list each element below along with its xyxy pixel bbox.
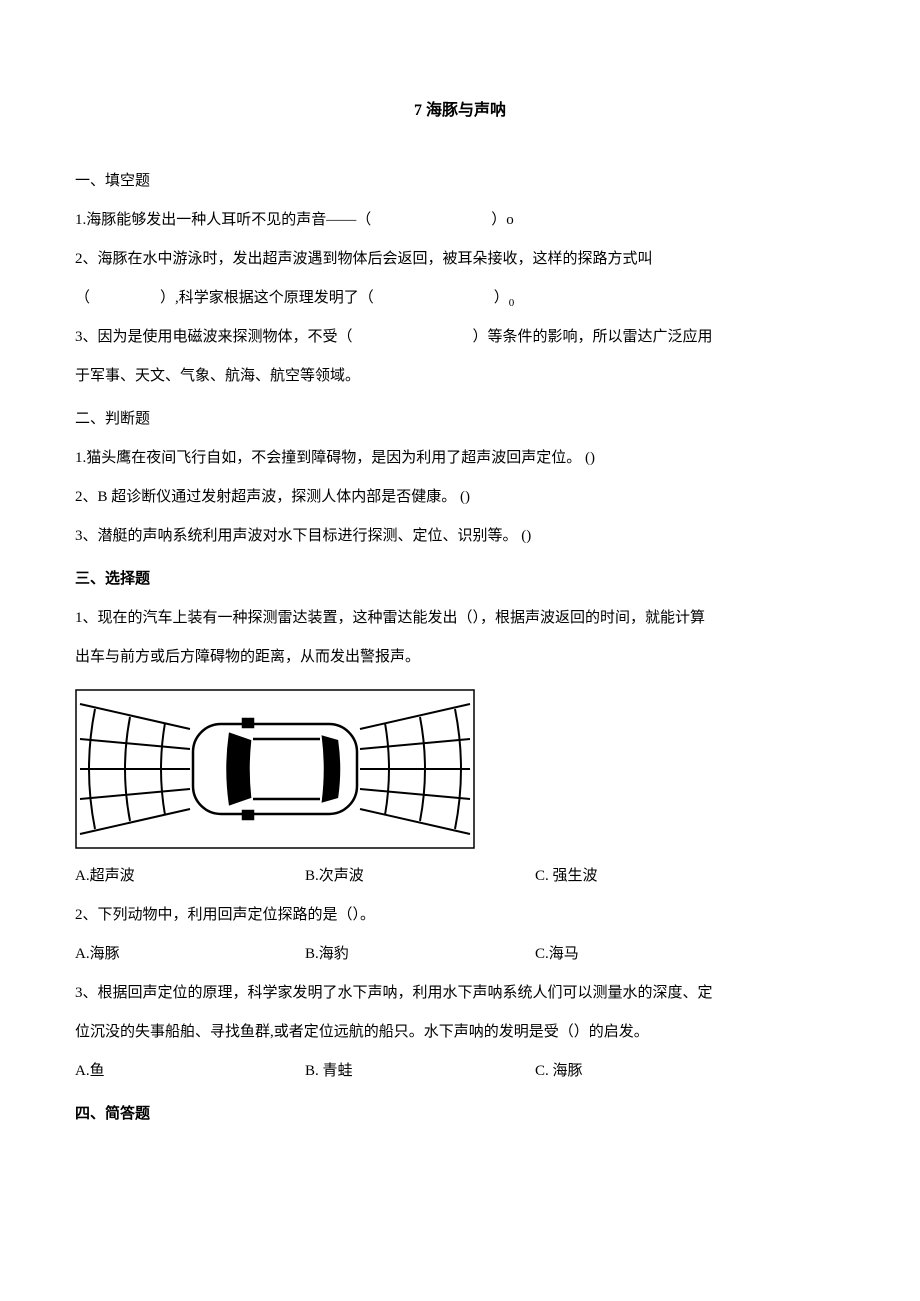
s3-q2-opt-a: A.海豚 (75, 935, 305, 974)
s1-q3a: 3、因为是使用电磁波来探测物体，不受（ (75, 329, 353, 345)
s3-q2-options: A.海豚 B.海豹 C.海马 (75, 935, 845, 974)
s1-q3-line2: 于军事、天文、气象、航海、航空等领域。 (75, 357, 845, 396)
s3-q2: 2、下列动物中，利用回声定位探路的是（）。 (75, 896, 845, 935)
s3-q3-options: A.鱼 B. 青蛙 C. 海豚 (75, 1052, 845, 1091)
s1-q2-open1: （ (75, 290, 90, 306)
s1-q2-line2: （ ）,科学家根据这个原理发明了（ ）0 (75, 279, 845, 318)
s2-q2: 2、B 超诊断仪通过发射超声波，探测人体内部是否健康。 () (75, 478, 845, 517)
page-title: 7 海豚与声呐 (75, 90, 845, 132)
s3-q3-opt-b: B. 青蛙 (305, 1052, 535, 1091)
s3-q2-opt-c: C.海马 (535, 935, 735, 974)
s3-q1-opt-a: A.超声波 (75, 857, 305, 896)
s2-q1: 1.猫头鹰在夜间飞行自如，不会撞到障碍物，是因为利用了超声波回声定位。 () (75, 439, 845, 478)
s1-q2-mid: ）,科学家根据这个原理发明了（ (160, 290, 374, 306)
s3-q2-opt-b: B.海豹 (305, 935, 535, 974)
s1-q3-line1: 3、因为是使用电磁波来探测物体，不受（ ）等条件的影响，所以雷达广泛应用 (75, 318, 845, 357)
s3-q3-opt-c: C. 海豚 (535, 1052, 735, 1091)
s1-q2-sub: 0 (509, 297, 515, 309)
section-4-heading: 四、简答题 (75, 1095, 845, 1134)
section-1-heading: 一、填空题 (75, 162, 845, 201)
s3-q3-opt-a: A.鱼 (75, 1052, 305, 1091)
section-3-heading: 三、选择题 (75, 560, 845, 599)
s1-q1-text: 1.海豚能够发出一种人耳听不见的声音——（ (75, 212, 371, 228)
s1-q3a-end: ）等条件的影响，所以雷达广泛应用 (473, 329, 713, 345)
s3-q3-line1: 3、根据回声定位的原理，科学家发明了水下声呐，利用水下声呐系统人们可以测量水的深… (75, 974, 845, 1013)
s2-q3: 3、潜艇的声呐系统利用声波对水下目标进行探测、定位、识别等。 () (75, 517, 845, 556)
s3-q3-line2: 位沉没的失事船舶、寻找鱼群,或者定位远航的船只。水下声呐的发明是受（）的启发。 (75, 1013, 845, 1052)
s3-q1-line2: 出车与前方或后方障碍物的距离，从而发出警报声。 (75, 638, 845, 677)
s1-q1: 1.海豚能够发出一种人耳听不见的声音——（ ）o (75, 201, 845, 240)
car-radar-figure (75, 689, 845, 849)
s1-q1-end: ）o (491, 212, 514, 228)
s3-q1-options: A.超声波 B.次声波 C. 强生波 (75, 857, 845, 896)
s1-q2-line1: 2、海豚在水中游泳时，发出超声波遇到物体后会返回，被耳朵接收，这样的探路方式叫 (75, 240, 845, 279)
s3-q1-line1: 1、现在的汽车上装有一种探测雷达装置，这种雷达能发出（），根据声波返回的时间，就… (75, 599, 845, 638)
s3-q1-opt-c: C. 强生波 (535, 857, 735, 896)
s3-q1-opt-b: B.次声波 (305, 857, 535, 896)
section-2-heading: 二、判断题 (75, 400, 845, 439)
s1-q2-close2: ） (494, 290, 509, 306)
